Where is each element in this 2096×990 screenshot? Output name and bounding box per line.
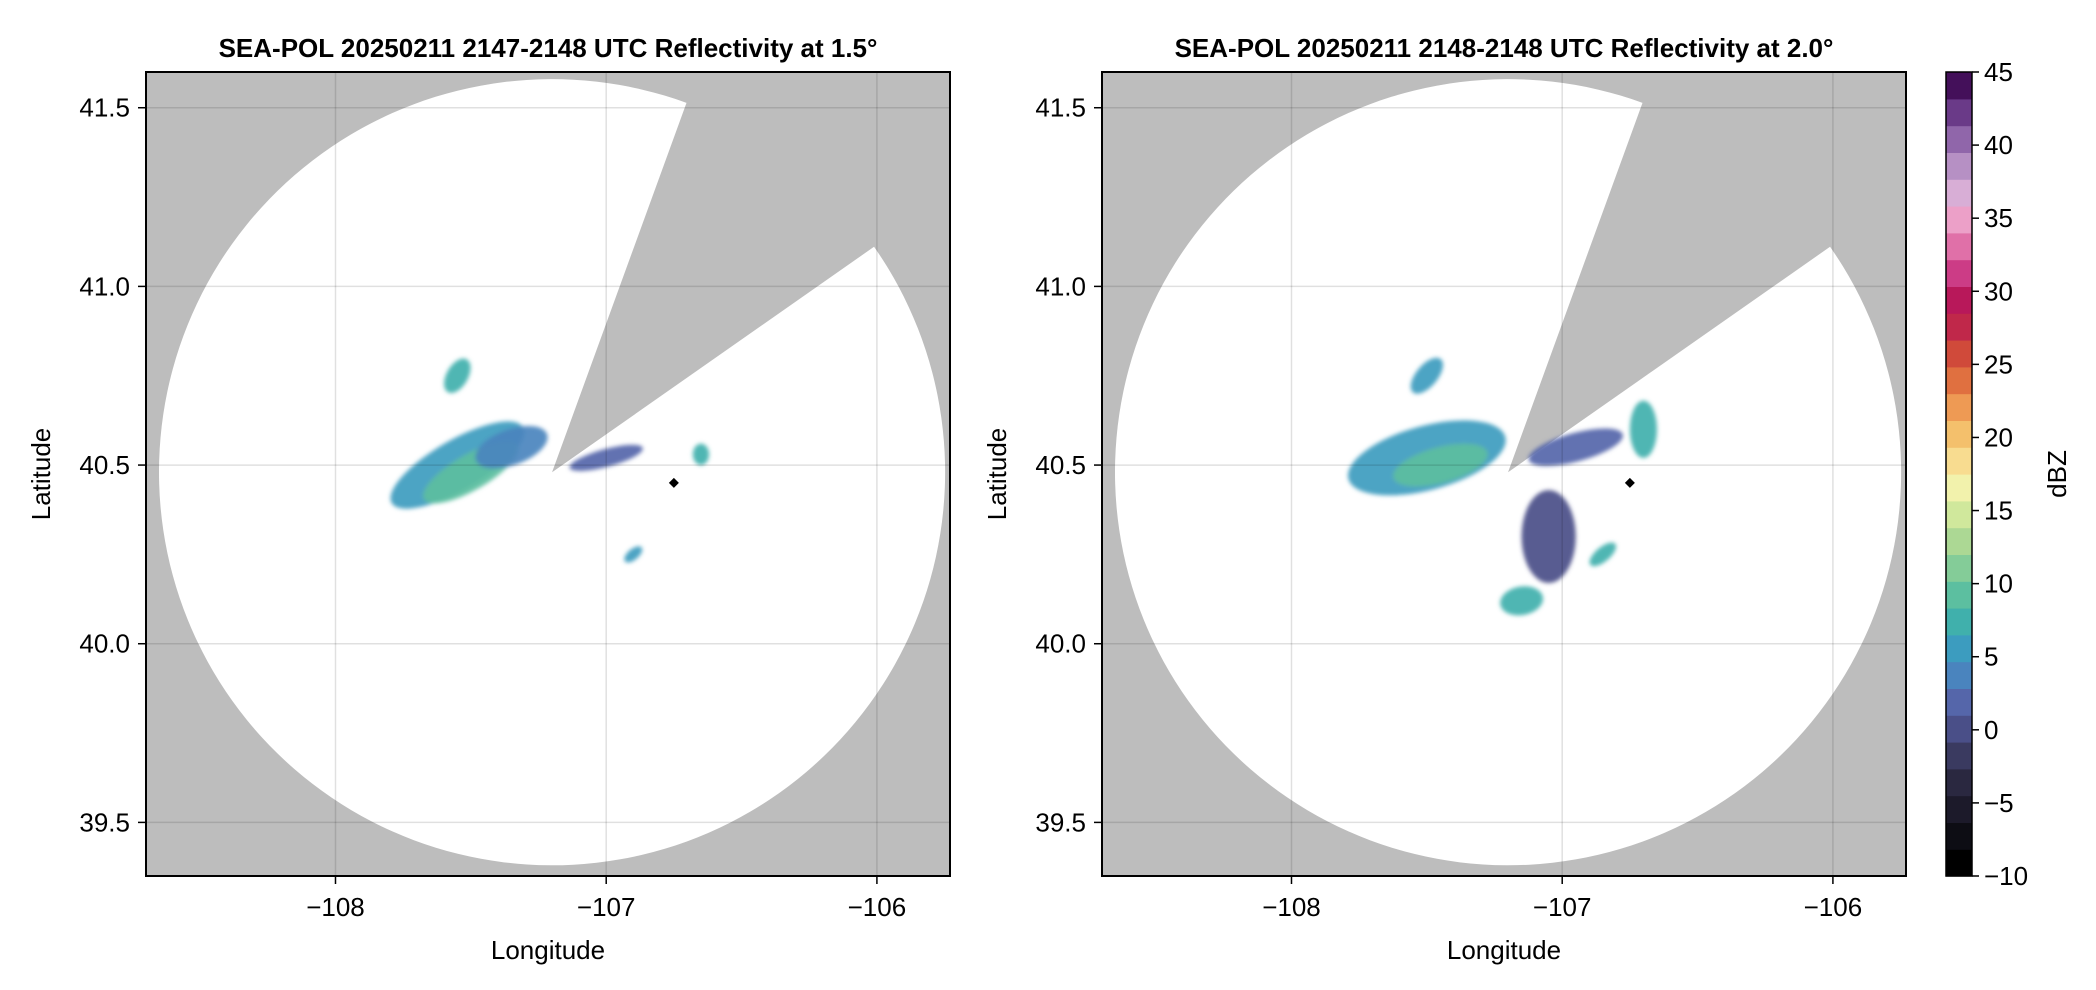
colorbar-segment xyxy=(1946,393,1972,421)
colorbar-segment xyxy=(1946,474,1972,502)
colorbar-segment xyxy=(1946,742,1972,770)
colorbar-segment xyxy=(1946,634,1972,663)
y-tick-label: 41.0 xyxy=(79,271,130,301)
colorbar-segment xyxy=(1946,152,1972,180)
echo-cell xyxy=(1500,586,1544,616)
colorbar-segment xyxy=(1946,125,1972,153)
echo-cell xyxy=(1629,400,1657,458)
colorbar-segment xyxy=(1946,447,1972,475)
colorbar-tick-label: 30 xyxy=(1984,276,2013,306)
panel-title: SEA-POL 20250211 2148-2148 UTC Reflectiv… xyxy=(1175,33,1834,63)
colorbar-tick-label: 20 xyxy=(1984,422,2013,452)
colorbar-label: dBZ xyxy=(2042,450,2072,498)
colorbar-segment xyxy=(1946,715,1972,743)
y-tick-label: 40.5 xyxy=(79,450,130,480)
colorbar-segment xyxy=(1946,822,1972,850)
gridlines xyxy=(146,72,950,876)
colorbar-segment xyxy=(1946,366,1972,395)
location-marker xyxy=(668,477,679,488)
colorbar-segment xyxy=(1946,206,1972,234)
echo-cell xyxy=(1589,542,1617,567)
reflectivity-panel-2-0deg: −108 −107 −106 39.5 40.0 40.5 41.0 41.5 SEA-POL … xyxy=(982,33,1907,965)
colorbar-segment xyxy=(1946,527,1972,555)
colorbar-frame xyxy=(1945,71,1973,877)
colorbar-segment xyxy=(1946,768,1972,797)
colorbar-segment xyxy=(1946,420,1972,448)
x-tick-label: −106 xyxy=(1804,892,1863,922)
colorbar-tick-label: −5 xyxy=(1984,788,2014,818)
echo-cell xyxy=(569,444,643,471)
colorbar-segment xyxy=(1946,849,1972,877)
colorbar-tick-label: 40 xyxy=(1984,130,2013,160)
y-tick-label: 40.5 xyxy=(1035,450,1086,480)
x-tick-label: −107 xyxy=(1533,892,1592,922)
colorbar-segment xyxy=(1946,259,1972,287)
plot-frame xyxy=(145,71,951,877)
colorbar-segment xyxy=(1946,232,1972,261)
y-tick-label: 40.0 xyxy=(79,629,130,659)
colorbar-segment xyxy=(1946,72,1972,100)
reflectivity-panel-1-5deg: −108 −107 −106 39.5 40.0 40.5 41.0 41.5 SEA-POL … xyxy=(26,33,951,965)
colorbar-segment xyxy=(1946,500,1972,529)
colorbar-segment xyxy=(1946,554,1972,582)
colorbar-segment xyxy=(1946,608,1972,636)
colorbar-tick-label: 45 xyxy=(1984,57,2013,87)
colorbar-segment xyxy=(1946,340,1972,368)
echo-cell xyxy=(1521,490,1576,583)
colorbar-segment xyxy=(1946,286,1972,314)
echo-cell xyxy=(692,443,710,466)
y-tick-label: 39.5 xyxy=(79,807,130,837)
y-tick-label: 41.5 xyxy=(79,93,130,123)
colorbar-tick-label: 0 xyxy=(1984,715,1998,745)
colorbar-tick-label: −10 xyxy=(1984,861,2028,891)
colorbar-tick-label: 15 xyxy=(1984,496,2013,526)
reflectivity-echoes xyxy=(1347,357,1657,616)
gridlines xyxy=(1102,72,1906,876)
colorbar-tick-label: 10 xyxy=(1984,569,2013,599)
colorbar-segment xyxy=(1946,795,1972,823)
x-tick-label: −107 xyxy=(577,892,636,922)
y-axis-label: Latitude xyxy=(26,428,56,521)
echo-cell xyxy=(1410,357,1444,394)
x-axis-label: Longitude xyxy=(1447,935,1561,965)
colorbar-segment xyxy=(1946,179,1972,207)
x-tick-label: −108 xyxy=(1262,892,1321,922)
x-tick-label: −108 xyxy=(306,892,365,922)
y-tick-label: 39.5 xyxy=(1035,807,1086,837)
radar-coverage-area xyxy=(1114,79,1902,866)
colorbar-segment xyxy=(1946,581,1972,609)
colorbar-segment xyxy=(1946,688,1972,716)
y-axis-label: Latitude xyxy=(982,428,1012,521)
location-marker xyxy=(1624,477,1635,488)
echo-cell xyxy=(1393,443,1488,487)
colorbar-tick-label: 35 xyxy=(1984,203,2013,233)
colorbar-segment xyxy=(1946,661,1972,689)
echo-cell xyxy=(475,425,548,469)
colorbar-segment xyxy=(1946,313,1972,341)
y-tick-label: 41.0 xyxy=(1035,271,1086,301)
x-tick-label: −106 xyxy=(848,892,907,922)
x-axis-label: Longitude xyxy=(491,935,605,965)
echo-cell xyxy=(624,546,643,563)
y-tick-label: 40.0 xyxy=(1035,629,1086,659)
echo-cell xyxy=(444,358,471,393)
colorbar-tick-label: 25 xyxy=(1984,349,2013,379)
colorbar-tick-label: 5 xyxy=(1984,642,1998,672)
colorbar-segment xyxy=(1946,98,1972,127)
plot-frame xyxy=(1101,71,1907,877)
dbz-colorbar: −10 −5 0 5 10 15 20 25 30 35 40 45 dBZ xyxy=(1945,57,2072,891)
reflectivity-echoes xyxy=(390,358,710,563)
echo-cell xyxy=(1528,428,1623,466)
radar-coverage-area xyxy=(158,79,946,866)
panel-title: SEA-POL 20250211 2147-2148 UTC Reflectiv… xyxy=(219,33,878,63)
y-tick-label: 41.5 xyxy=(1035,93,1086,123)
